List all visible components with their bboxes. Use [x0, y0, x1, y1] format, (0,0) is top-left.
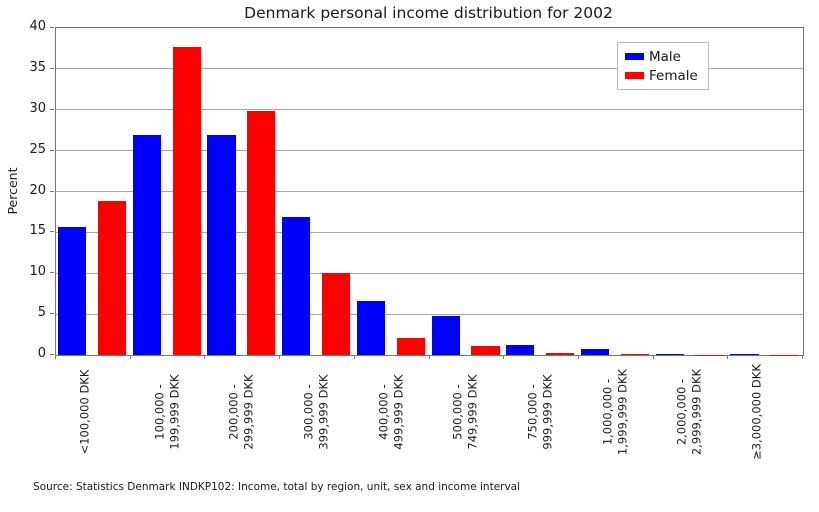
y-tick-0: [50, 354, 54, 355]
y-tick-40: [50, 27, 54, 28]
bar-male-4: [356, 301, 386, 355]
y-tick-label-40: 40: [29, 19, 46, 34]
legend-swatch-male-icon: [625, 53, 644, 60]
x-tick-8: [652, 355, 654, 359]
legend: Male Female: [617, 42, 709, 90]
x-category-label-7: 1,000,000 - 1,999,999 DKK: [600, 368, 629, 456]
bar-male-5: [431, 315, 460, 355]
bar-male-8: [655, 353, 684, 355]
x-tick-10: [802, 355, 803, 359]
x-category-label-8: 2,000,000 - 2,999,999 DKK: [674, 368, 704, 456]
y-tick-25: [50, 149, 54, 151]
x-category-label-2: 200,000 - 299,999 DKK: [226, 374, 256, 450]
x-tick-5: [428, 355, 430, 359]
y-tick-35: [50, 67, 54, 69]
x-tick-3: [279, 355, 281, 359]
x-category-label-4: 400,000 - 499,999 DKK: [376, 374, 405, 450]
gridline-35: [56, 68, 803, 70]
x-tick-2: [204, 355, 206, 359]
bar-male-6: [506, 345, 535, 355]
bar-male-9: [730, 354, 759, 355]
y-tick-30: [50, 108, 54, 110]
legend-item-female: Female: [625, 66, 698, 85]
bar-female-2: [247, 110, 276, 355]
x-tick-7: [577, 355, 579, 359]
y-tick-20: [50, 190, 54, 192]
bar-female-6: [546, 353, 575, 355]
gridline-30: [56, 109, 803, 111]
gridline-15: [56, 231, 803, 233]
x-tick-6: [503, 355, 505, 359]
x-tick-1: [129, 355, 131, 359]
x-category-label-3: 300,000 - 399,999 DKK: [301, 374, 330, 450]
legend-swatch-female-icon: [625, 72, 644, 79]
x-category-label-1: 100,000 - 199,999 DKK: [152, 374, 181, 450]
y-tick-label-0: 0: [37, 346, 46, 361]
bar-female-1: [172, 46, 201, 355]
legend-label-male: Male: [649, 48, 681, 65]
y-tick-label-20: 20: [29, 182, 46, 198]
y-tick-label-10: 10: [29, 264, 46, 280]
bar-female-3: [321, 273, 351, 355]
bar-female-7: [620, 354, 649, 355]
x-category-label-6: 750,000 - 999,999 DKK: [525, 374, 555, 450]
bar-male-3: [282, 216, 311, 355]
gridline-5: [56, 313, 803, 315]
y-tick-label-30: 30: [29, 100, 46, 116]
source-note: Source: Statistics Denmark INDKP102: Inc…: [33, 481, 521, 493]
bar-male-1: [132, 135, 161, 355]
bar-male-7: [580, 349, 610, 355]
x-tick-0: [55, 355, 56, 359]
legend-item-male: Male: [625, 47, 698, 66]
gridline-10: [56, 272, 803, 274]
y-tick-5: [50, 313, 54, 315]
y-tick-15: [50, 231, 54, 233]
bar-female-4: [396, 337, 425, 355]
bar-male-2: [207, 135, 236, 355]
y-tick-10: [50, 272, 54, 274]
gridline-20: [56, 191, 803, 192]
y-tick-label-15: 15: [29, 223, 46, 239]
x-tick-9: [727, 355, 729, 359]
x-category-label-0: <100,000 DKK: [77, 369, 92, 455]
y-tick-label-5: 5: [37, 305, 46, 321]
y-tick-label-25: 25: [29, 141, 46, 157]
legend-label-female: Female: [649, 67, 698, 84]
bar-female-5: [471, 346, 500, 355]
x-category-label-5: 500,000 - 749,999 DKK: [450, 374, 480, 450]
gridline-25: [56, 150, 803, 152]
y-tick-label-35: 35: [29, 59, 46, 75]
chart-title: Denmark personal income distribution for…: [244, 4, 613, 22]
bar-male-0: [58, 227, 87, 355]
bar-female-0: [97, 201, 127, 355]
x-category-label-9: ≥3,000,000 DKK: [749, 364, 764, 460]
x-tick-4: [353, 355, 355, 359]
